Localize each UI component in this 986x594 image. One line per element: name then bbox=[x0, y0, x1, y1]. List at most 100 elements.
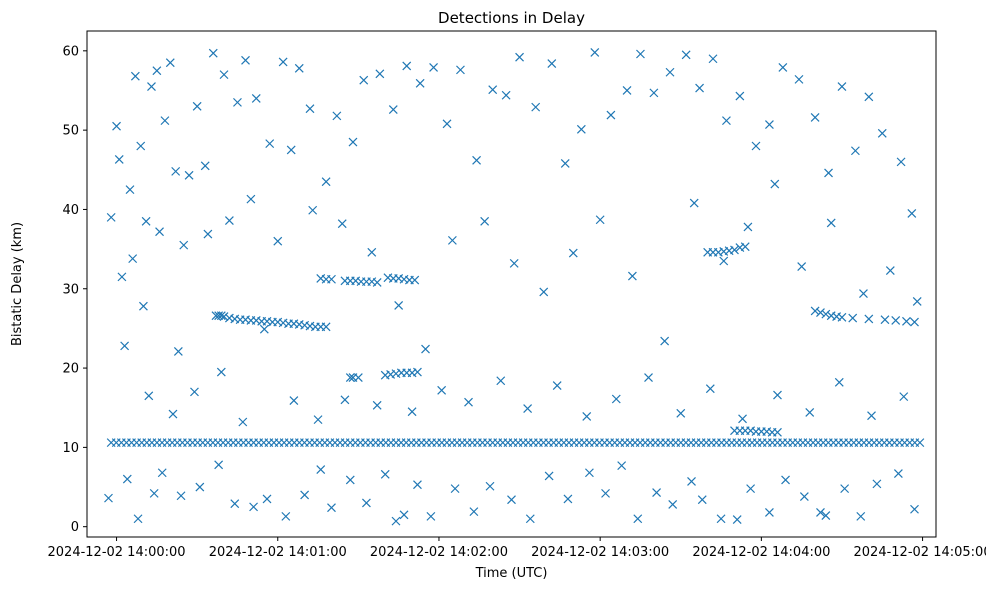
data-point bbox=[582, 412, 592, 421]
data-point bbox=[848, 313, 858, 323]
data-point bbox=[141, 216, 151, 226]
data-point bbox=[294, 63, 304, 73]
data-point bbox=[480, 216, 490, 226]
data-points bbox=[104, 47, 925, 526]
data-point bbox=[563, 494, 573, 504]
data-point bbox=[568, 248, 578, 258]
data-point bbox=[429, 63, 439, 72]
data-point bbox=[496, 376, 506, 386]
data-point bbox=[867, 411, 876, 421]
data-point bbox=[821, 309, 831, 319]
data-point bbox=[413, 480, 422, 490]
data-point bbox=[525, 514, 535, 524]
data-point bbox=[746, 484, 756, 494]
data-point bbox=[665, 67, 675, 77]
data-point bbox=[391, 516, 401, 526]
data-point bbox=[837, 82, 847, 91]
data-point bbox=[241, 55, 250, 65]
data-point bbox=[394, 300, 404, 310]
data-point bbox=[380, 469, 390, 479]
data-point bbox=[122, 474, 132, 484]
data-point bbox=[372, 400, 382, 410]
data-point bbox=[799, 492, 809, 501]
data-point bbox=[547, 59, 557, 68]
data-point bbox=[773, 427, 782, 437]
data-point bbox=[485, 481, 495, 491]
x-tick-label: 2024-12-02 14:03:00 bbox=[531, 545, 669, 560]
data-point bbox=[764, 120, 774, 130]
data-point bbox=[660, 336, 670, 346]
data-point bbox=[816, 507, 825, 517]
data-point bbox=[689, 198, 699, 208]
data-point bbox=[259, 324, 269, 334]
data-point bbox=[230, 499, 240, 509]
data-point bbox=[447, 235, 457, 245]
y-tick-label: 40 bbox=[62, 203, 79, 218]
data-point bbox=[676, 408, 686, 418]
data-point bbox=[337, 219, 347, 229]
data-point bbox=[576, 124, 586, 134]
data-point bbox=[896, 157, 906, 167]
y-tick-label: 50 bbox=[62, 124, 79, 139]
data-point bbox=[147, 82, 156, 91]
data-point bbox=[155, 227, 164, 237]
data-point bbox=[251, 93, 261, 103]
data-point bbox=[872, 479, 882, 489]
data-point bbox=[138, 301, 148, 311]
data-point bbox=[880, 315, 890, 325]
data-point bbox=[300, 490, 310, 500]
data-point bbox=[128, 254, 138, 264]
data-point bbox=[372, 277, 382, 287]
data-point bbox=[716, 514, 726, 524]
data-point bbox=[171, 166, 181, 176]
data-point bbox=[203, 229, 213, 239]
data-point bbox=[219, 312, 229, 321]
data-point bbox=[705, 384, 715, 394]
data-point bbox=[281, 511, 291, 521]
data-point bbox=[544, 471, 554, 481]
data-point bbox=[531, 102, 541, 112]
data-point bbox=[112, 121, 121, 131]
data-point bbox=[413, 367, 422, 377]
data-point bbox=[327, 503, 336, 513]
data-point bbox=[450, 484, 460, 494]
data-point bbox=[893, 469, 903, 478]
data-point bbox=[345, 475, 355, 485]
data-point bbox=[184, 170, 194, 180]
data-point bbox=[652, 488, 662, 498]
data-point bbox=[238, 417, 248, 427]
data-point bbox=[192, 101, 202, 111]
y-tick-label: 10 bbox=[62, 441, 79, 456]
data-point bbox=[120, 341, 130, 351]
data-point bbox=[644, 373, 653, 383]
data-point bbox=[219, 70, 229, 80]
data-point bbox=[286, 145, 296, 155]
data-point bbox=[415, 78, 425, 88]
data-point bbox=[601, 488, 610, 498]
data-point bbox=[353, 373, 363, 383]
data-point bbox=[751, 141, 761, 151]
data-point bbox=[552, 381, 562, 390]
data-point bbox=[595, 215, 605, 225]
data-point bbox=[584, 468, 594, 478]
data-point bbox=[464, 397, 473, 407]
data-point bbox=[915, 438, 925, 448]
data-point bbox=[214, 460, 224, 470]
data-point bbox=[611, 394, 621, 404]
data-point bbox=[233, 97, 242, 107]
data-point bbox=[410, 275, 420, 285]
data-point bbox=[216, 367, 226, 377]
data-point bbox=[509, 258, 519, 268]
data-point bbox=[560, 159, 570, 168]
data-point bbox=[501, 90, 511, 100]
data-point bbox=[891, 316, 901, 325]
data-point bbox=[426, 511, 436, 521]
data-point bbox=[469, 507, 479, 517]
data-point bbox=[160, 116, 170, 126]
data-point bbox=[681, 50, 691, 60]
data-point bbox=[421, 344, 430, 354]
data-point bbox=[515, 52, 524, 62]
data-point bbox=[885, 266, 895, 275]
y-axis-label: Bistatic Delay (km) bbox=[10, 222, 25, 346]
data-point bbox=[770, 179, 780, 189]
